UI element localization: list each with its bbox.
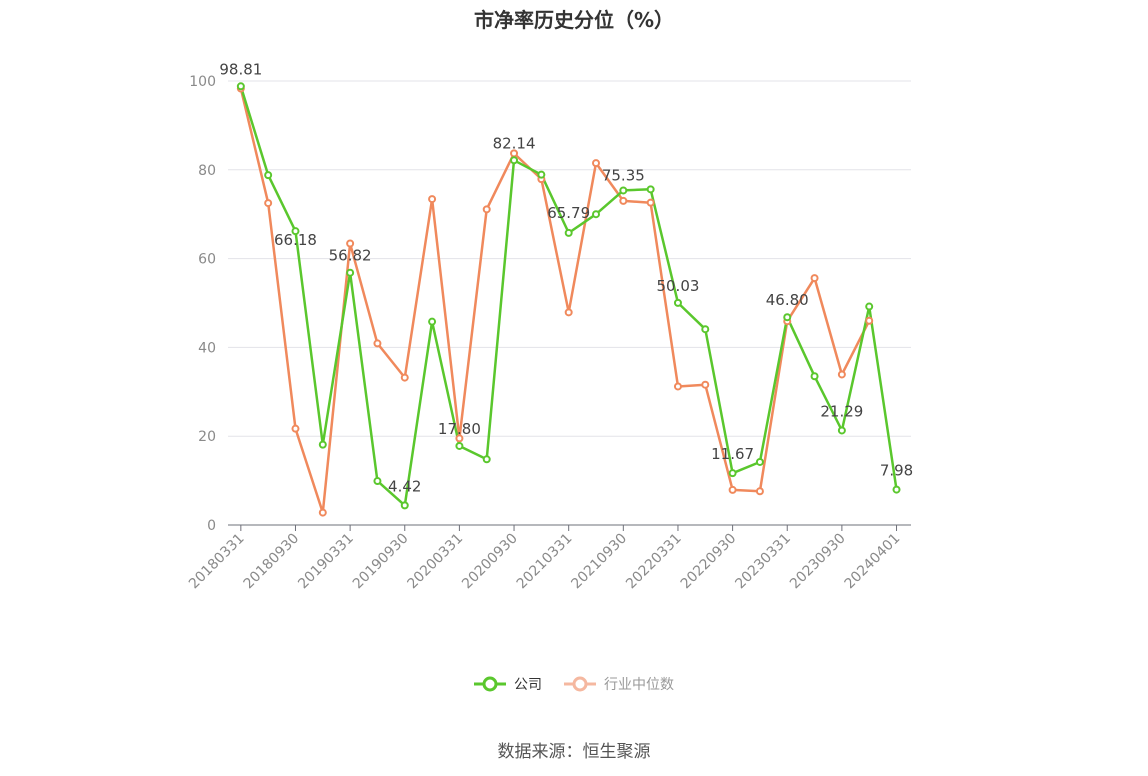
x-tick-label: 20190331	[295, 531, 357, 593]
data-label: 66.18	[274, 231, 317, 249]
data-point-company	[264, 171, 273, 180]
data-point-company	[810, 372, 819, 381]
data-label: 65.79	[547, 204, 590, 222]
data-point-company	[892, 485, 901, 494]
data-point-industry	[619, 196, 628, 205]
data-label: 56.82	[329, 247, 372, 265]
data-point-company	[291, 227, 300, 236]
data-point-industry	[646, 198, 655, 207]
x-tick-label: 20200331	[405, 531, 467, 593]
data-point-company	[865, 302, 874, 311]
data-point-company	[318, 440, 327, 449]
data-label: 11.67	[711, 445, 754, 463]
legend-line-circle-icon	[564, 676, 596, 692]
data-label: 4.42	[388, 477, 421, 495]
data-point-company	[755, 457, 764, 466]
legend-item-company[interactable]: 公司	[474, 674, 542, 694]
data-points	[236, 82, 901, 517]
data-point-company	[728, 469, 737, 478]
data-point-company	[428, 317, 437, 326]
y-tick-label: 0	[207, 518, 216, 534]
data-point-company	[400, 501, 409, 510]
axes: 0 20 40 60 80 100 2018033120180930201903312019…	[186, 74, 911, 592]
data-point-company	[592, 210, 601, 219]
data-point-industry	[755, 487, 764, 496]
x-tick-label: 20210331	[514, 531, 576, 593]
y-tick-label: 100	[189, 74, 216, 90]
data-point-industry	[810, 274, 819, 283]
data-label: 21.29	[820, 402, 863, 420]
chart-title: 市净率历史分位（%）	[473, 8, 675, 32]
x-tick-label: 20240401	[842, 531, 904, 593]
x-tick-label: 20230930	[787, 531, 849, 593]
data-point-company	[482, 455, 491, 464]
legend-label-company: 公司	[514, 677, 542, 693]
data-point-industry	[564, 308, 573, 317]
grid-lines	[228, 80, 911, 437]
data-point-industry	[673, 382, 682, 391]
data-point-industry	[291, 424, 300, 433]
data-point-industry	[346, 239, 355, 248]
data-label: 17.80	[438, 420, 481, 438]
x-tick-label: 20210930	[568, 531, 630, 593]
data-point-industry	[728, 485, 737, 494]
y-tick-label: 20	[198, 429, 216, 445]
data-point-company	[646, 185, 655, 194]
data-point-company	[373, 477, 382, 486]
data-label: 82.14	[493, 134, 536, 152]
data-point-industry	[455, 434, 464, 443]
data-point-industry	[865, 316, 874, 325]
data-label: 7.98	[880, 462, 913, 480]
data-point-company	[455, 441, 464, 450]
x-tick-label: 20220331	[623, 531, 685, 593]
data-point-company	[564, 228, 573, 237]
x-tick-label: 20190930	[350, 531, 412, 593]
data-point-company	[346, 268, 355, 277]
data-point-company	[837, 426, 846, 435]
line-chart: 0 20 40 60 80 100 2018033120180930201903312019…	[186, 60, 913, 592]
data-point-industry	[400, 373, 409, 382]
data-point-company	[619, 186, 628, 195]
data-point-company	[673, 298, 682, 307]
source-note: 数据来源：恒生聚源	[497, 742, 651, 762]
data-label: 75.35	[602, 166, 645, 184]
data-point-company	[510, 156, 519, 165]
x-tick-label: 20200930	[459, 531, 521, 593]
data-label: 98.81	[219, 60, 262, 78]
series-line-industry	[239, 88, 871, 514]
legend-item-industry[interactable]: 行业中位数	[564, 674, 674, 694]
data-point-company	[701, 325, 710, 334]
data-point-industry	[701, 380, 710, 389]
legend-line-circle-icon	[474, 676, 506, 692]
data-point-industry	[373, 339, 382, 348]
data-point-company	[236, 82, 245, 91]
data-labels: 98.81 66.18 56.82 4.42 17.80 82.14 65.79 75.35 5…	[219, 60, 913, 495]
legend: 公司 行业中位数	[0, 674, 1148, 694]
data-point-industry	[482, 205, 491, 214]
data-point-industry	[428, 195, 437, 204]
data-label: 46.80	[766, 291, 809, 309]
data-label: 50.03	[656, 277, 699, 295]
data-point-industry	[837, 370, 846, 379]
data-point-company	[537, 170, 546, 179]
y-tick-label: 80	[198, 163, 216, 179]
y-tick-label: 40	[198, 340, 216, 356]
x-tick-label: 20230331	[732, 531, 794, 593]
y-tick-label: 60	[198, 252, 216, 268]
data-point-industry	[592, 159, 601, 168]
legend-label-industry: 行业中位数	[604, 677, 674, 693]
data-point-company	[783, 313, 792, 322]
x-tick-label: 20180930	[241, 531, 303, 593]
x-tick-label: 20180331	[186, 531, 248, 593]
data-point-industry	[318, 508, 327, 517]
x-tick-label: 20220930	[678, 531, 740, 593]
data-point-industry	[264, 199, 273, 208]
